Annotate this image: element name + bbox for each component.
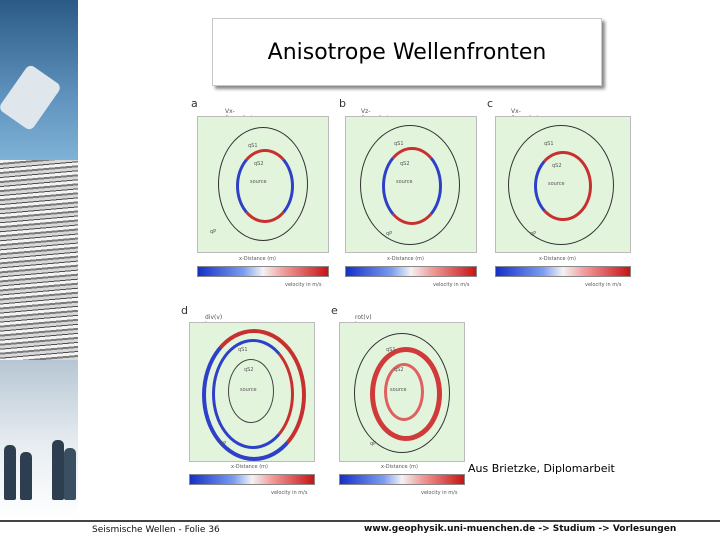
x-axis-label: x-Distance (m) (231, 464, 268, 470)
source-label: source (396, 179, 413, 185)
qs1-label: qS1 (386, 347, 396, 353)
snapshot-plot: qS1 qS2 source qP (189, 322, 315, 462)
qs1-label: qS1 (238, 347, 248, 353)
snapshot-plot: qS1 qS2 source qP (495, 116, 631, 253)
qs2-wavefront (534, 151, 592, 221)
footer-slide-number: Seismische Wellen - Folie 36 (92, 525, 220, 535)
qp-label: qP (370, 441, 377, 447)
qs2-label: qS2 (552, 163, 562, 169)
wavefront-figure: a Vx-Snapshot in x-z-plane qS1 qS2 sourc… (175, 97, 635, 498)
panel-label: e (331, 304, 338, 317)
colorbar (197, 266, 329, 277)
colorbar-label: velocity in m/s (285, 282, 322, 288)
panel-label: c (487, 97, 494, 110)
qs1-label: qS1 (544, 141, 554, 147)
colorbar (189, 474, 315, 485)
qs1-wavefront (218, 127, 308, 241)
snapshot-plot: qS1 qS2 source qP (345, 116, 477, 253)
person-figure (64, 448, 76, 500)
qs2-label: qS2 (400, 161, 410, 167)
qs1-label: qS1 (248, 143, 258, 149)
qp-wavefront (354, 333, 450, 453)
x-axis-label: x-Distance (m) (387, 256, 424, 262)
snapshot-plot: qS1 qS2 source qP (339, 322, 465, 462)
colorbar (495, 266, 631, 277)
seismic-section-photo (0, 160, 78, 360)
person-figure (4, 445, 16, 500)
qp-wavefront (202, 329, 306, 461)
panel-label: a (191, 97, 198, 110)
panel-label: b (339, 97, 346, 110)
qs1-wavefront (212, 339, 294, 449)
x-axis-label: x-Distance (m) (239, 256, 276, 262)
field-work-photo (0, 360, 78, 520)
qs1-label: qS1 (394, 141, 404, 147)
qp-label: qP (386, 231, 393, 237)
person-figure (52, 440, 64, 500)
slide-title: Anisotrope Wellenfronten (267, 39, 547, 65)
qs2-label: qS2 (254, 161, 264, 167)
qp-label: qP (220, 441, 227, 447)
colorbar-label: velocity in m/s (433, 282, 470, 288)
qs1-wavefront (370, 347, 442, 441)
x-axis-label: x-Distance (m) (539, 256, 576, 262)
ship-photo (0, 0, 78, 160)
qs1-wavefront (360, 125, 460, 245)
snapshot-plot: qS1 qS2 source qP (197, 116, 329, 253)
colorbar-label: velocity in m/s (421, 490, 458, 496)
qs1-wavefront (508, 125, 614, 245)
person-figure (20, 452, 32, 500)
qs2-label: qS2 (244, 367, 254, 373)
colorbar (339, 474, 465, 485)
qp-label: qP (210, 229, 217, 235)
source-label: source (250, 179, 267, 185)
colorbar (345, 266, 477, 277)
ship-shape (0, 63, 63, 132)
footer-url: www.geophysik.uni-muenchen.de -> Studium… (364, 524, 677, 534)
source-label: source (240, 387, 257, 393)
qs2-wavefront (228, 359, 274, 423)
qp-label: qP (530, 231, 537, 237)
source-label: source (548, 181, 565, 187)
qs2-wavefront (382, 147, 442, 225)
footer-divider (0, 520, 720, 522)
qs2-wavefront (384, 363, 424, 421)
colorbar-label: velocity in m/s (271, 490, 308, 496)
panel-label: d (181, 304, 188, 317)
x-axis-label: x-Distance (m) (381, 464, 418, 470)
colorbar-label: velocity in m/s (585, 282, 622, 288)
qs2-wavefront (236, 149, 294, 223)
side-photo-strip (0, 0, 78, 520)
source-label: source (390, 387, 407, 393)
title-box: Anisotrope Wellenfronten (212, 18, 602, 86)
qs2-label: qS2 (394, 367, 404, 373)
figure-credit: Aus Brietzke, Diplomarbeit (468, 462, 615, 475)
